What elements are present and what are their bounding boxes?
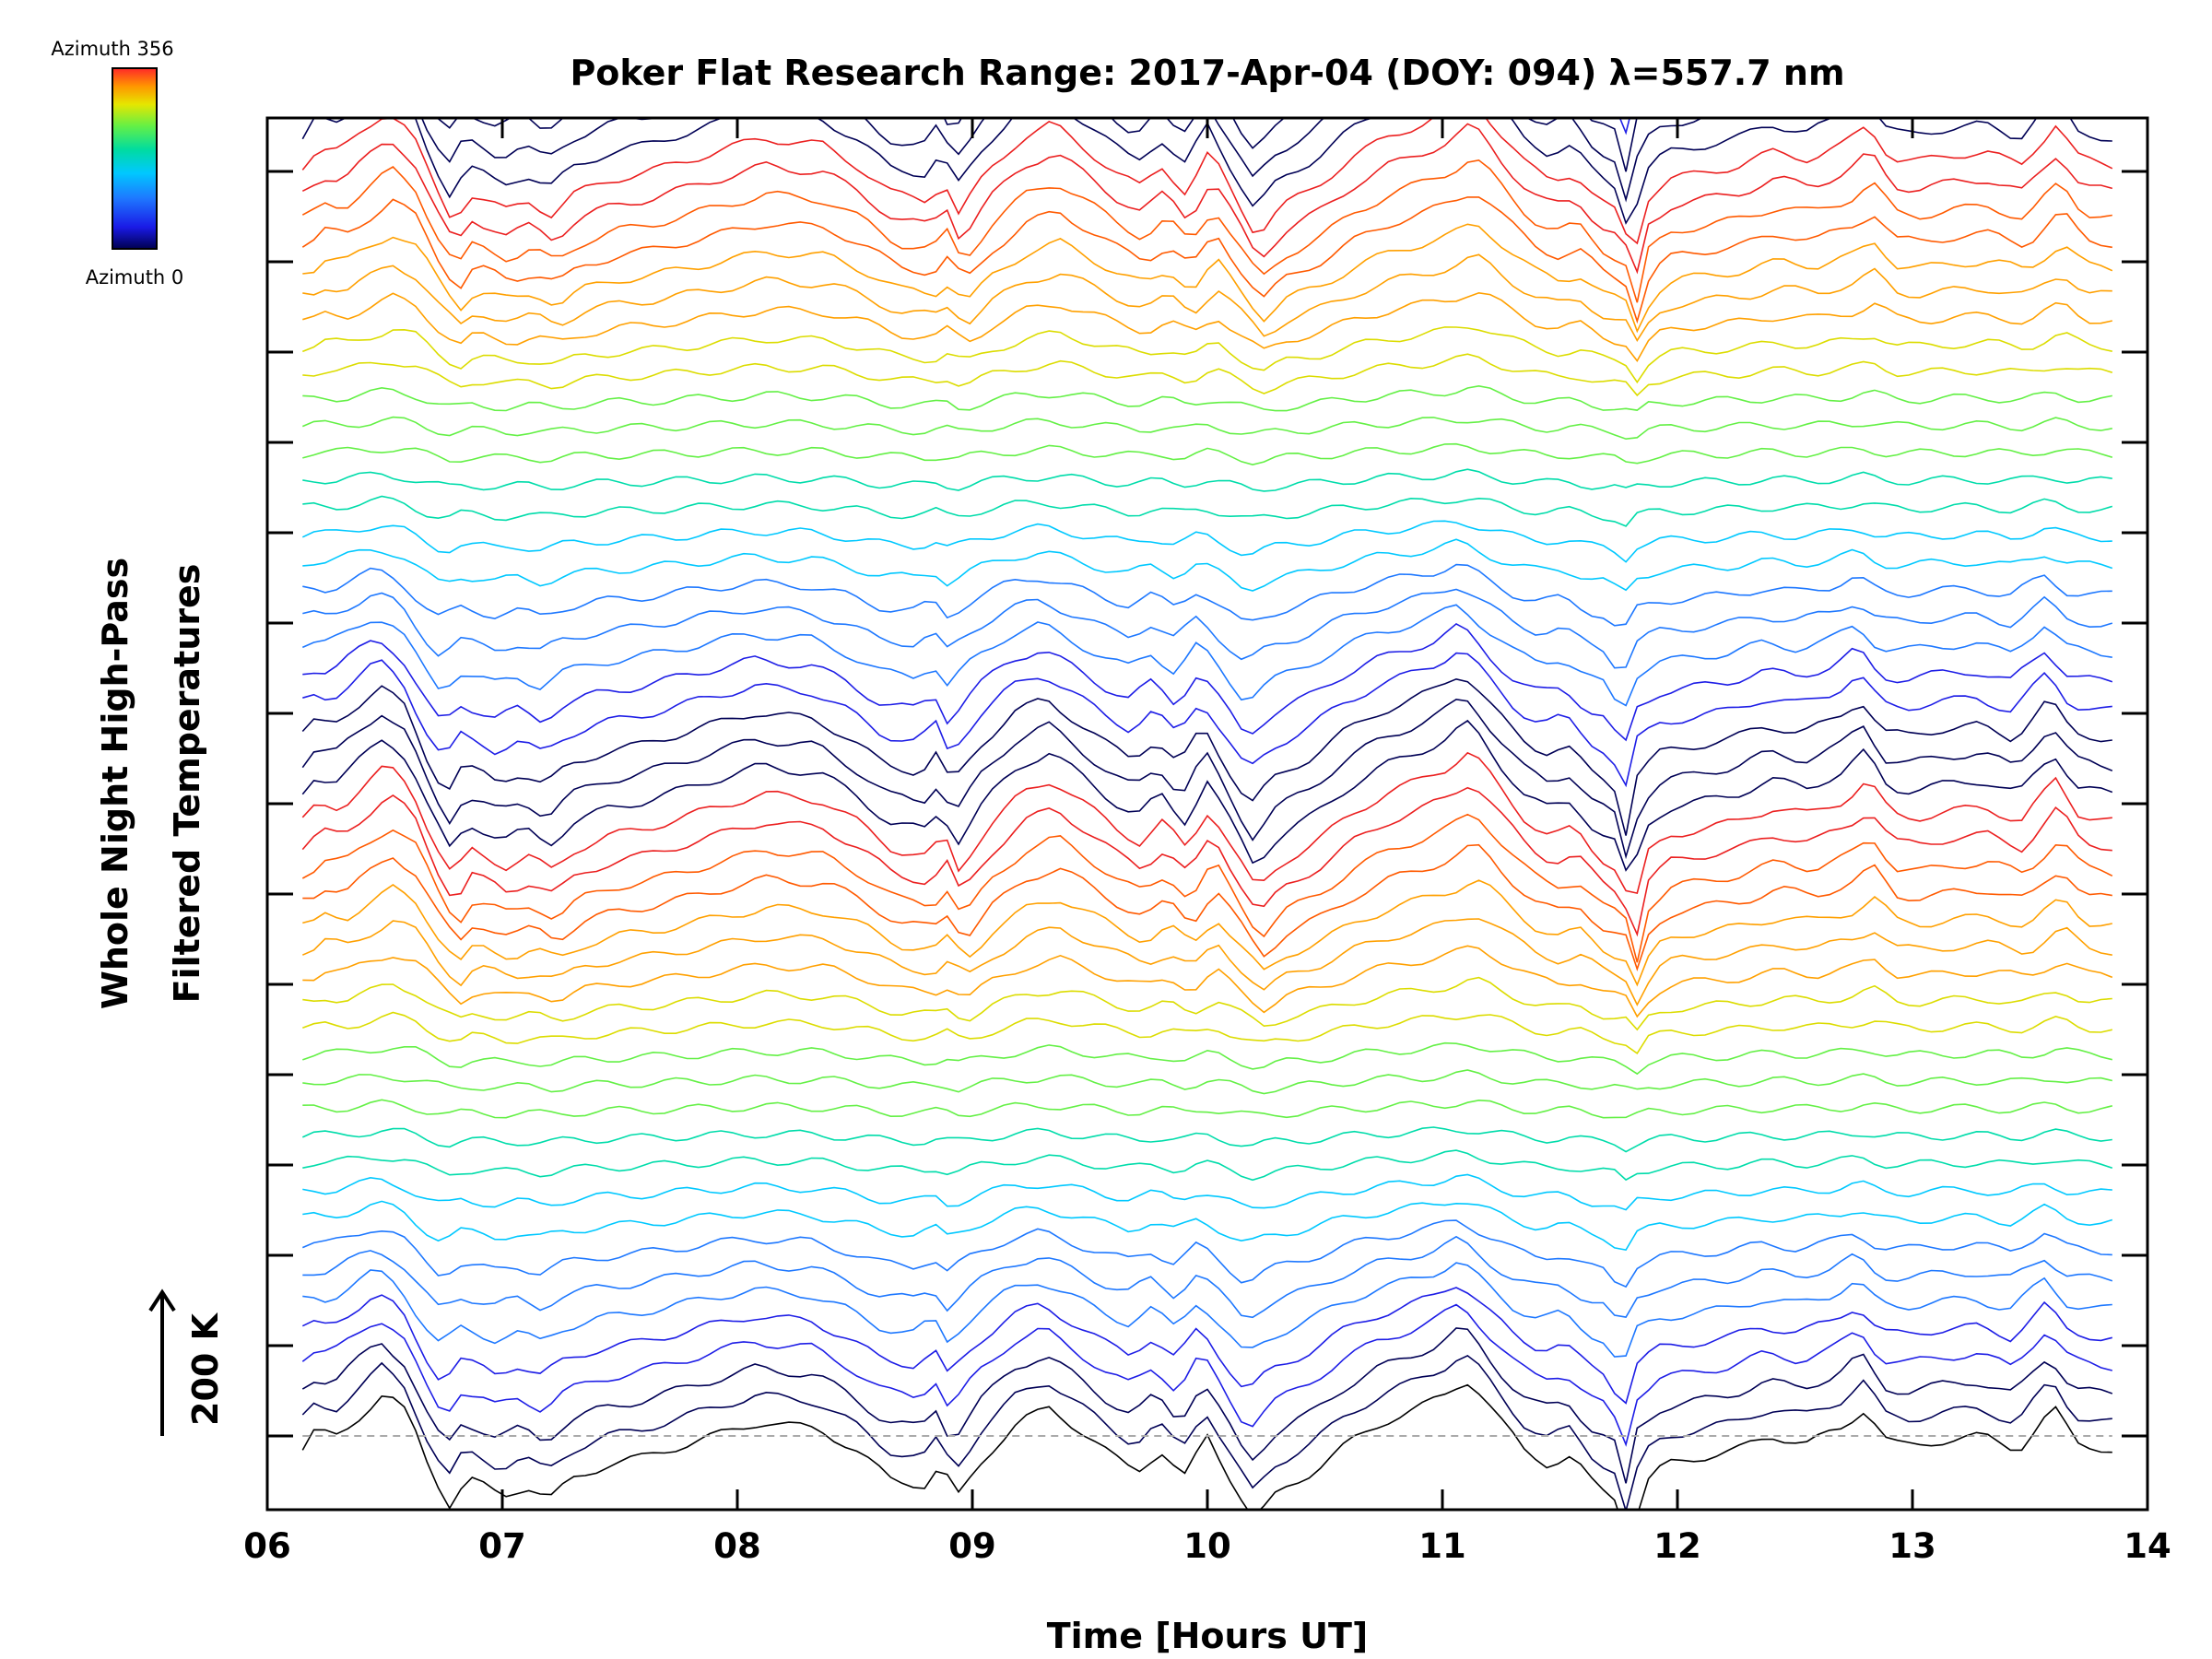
series-line (301, 118, 2112, 225)
series-line (301, 677, 2112, 836)
series-line (302, 0, 2112, 6)
series-line (301, 1383, 2112, 1510)
series-line (302, 652, 2112, 788)
y-axis-ticks (267, 170, 2147, 1438)
series-traces (301, 0, 2113, 1510)
series-line (302, 1011, 2112, 1055)
series-line (302, 1069, 2112, 1095)
x-tick-label: 08 (713, 1526, 761, 1566)
series-line (301, 719, 2113, 872)
series-line (302, 1262, 2112, 1358)
series-line (302, 1235, 2113, 1319)
series-line (301, 1287, 2112, 1405)
series-line (301, 1327, 2113, 1484)
series-line (302, 538, 2113, 592)
series-line (301, 698, 2113, 860)
series-line (302, 588, 2113, 669)
series-line (301, 118, 2113, 245)
series-line (301, 813, 2113, 963)
series-line (301, 751, 2112, 895)
series-line (302, 291, 2112, 362)
x-tick-label: 11 (1418, 1526, 1466, 1566)
series-line (302, 1173, 2112, 1211)
colorbar (112, 67, 158, 250)
series-line (302, 384, 2112, 412)
series-line (302, 622, 2113, 742)
x-axis-title: Time [Hours UT] (1047, 1616, 1369, 1656)
scale-bar-label: 200 K (185, 1312, 226, 1426)
series-line (301, 520, 2112, 563)
series-line (301, 1354, 2112, 1510)
series-line (301, 196, 2112, 324)
series-line (301, 604, 2112, 707)
scale-bar: 200 K (148, 1288, 226, 1436)
series-line (302, 326, 2112, 384)
x-tick-label: 06 (243, 1526, 291, 1566)
x-axis-ticks: 06 07 08 09 10 11 12 13 14 (243, 118, 2171, 1566)
series-line (302, 976, 2112, 1031)
series-line (302, 495, 2113, 527)
x-tick-label: 13 (1888, 1526, 1936, 1566)
series-line (302, 843, 2112, 971)
y-axis-title-line2: Filtered Temperatures (167, 564, 207, 1004)
series-line (302, 223, 2113, 334)
series-line (301, 1219, 2112, 1288)
colorbar-max-label: Azimuth 356 (51, 38, 173, 60)
chart-title: Poker Flat Research Range: 2017-Apr-04 (… (570, 53, 1844, 93)
series-line (301, 1126, 2112, 1153)
series-line (302, 468, 2112, 492)
series-line (302, 1041, 2112, 1076)
series-line (302, 945, 2113, 1018)
series-line (301, 786, 2112, 937)
x-tick-label: 12 (1653, 1526, 1701, 1566)
series-line (302, 1099, 2112, 1119)
series-line (420, 118, 1704, 203)
colorbar-min-label: Azimuth 0 (86, 266, 184, 288)
x-tick-label: 14 (2124, 1526, 2171, 1566)
y-axis-title-line1: Whole Night High-Pass (95, 558, 135, 1009)
series-line (301, 416, 2112, 441)
x-tick-label: 09 (948, 1526, 996, 1566)
series-line (302, 563, 2112, 627)
series-line (302, 1200, 2113, 1251)
scale-bar-arrow-head (148, 1288, 176, 1312)
x-tick-label: 07 (478, 1526, 526, 1566)
series-line (302, 1149, 2113, 1182)
series-line (302, 353, 2113, 397)
series-line (301, 123, 2113, 275)
series-line (302, 253, 2112, 342)
series-line (301, 1303, 2112, 1447)
series-line (437, 118, 1638, 172)
series-line (302, 442, 2113, 466)
series-line (302, 879, 2112, 987)
x-tick-label: 10 (1183, 1526, 1231, 1566)
series-line (301, 159, 2112, 303)
series-line (301, 918, 2112, 1006)
series-line (302, 0, 2112, 46)
